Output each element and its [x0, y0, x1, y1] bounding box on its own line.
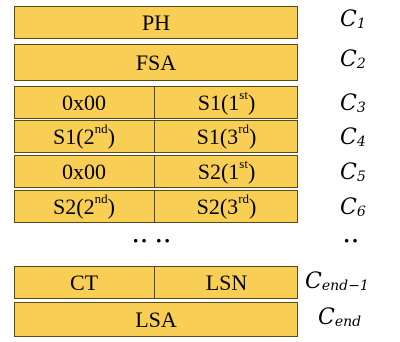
row-5-left: 0x00: [62, 158, 106, 184]
row-label-c-end: Cend: [318, 305, 362, 330]
block-ph: PH: [14, 6, 298, 39]
ellipsis-blocks: ·· ··: [132, 228, 172, 253]
block-lsa: LSA: [14, 302, 298, 337]
row-label-c5: C5: [340, 160, 366, 185]
row-label-c3: C3: [340, 91, 366, 116]
divider-row-6: [154, 190, 155, 223]
block-row-6: [14, 190, 298, 223]
row-label-c2: C2: [340, 47, 366, 72]
block-row-3: [14, 86, 298, 119]
block-ph-label: PH: [141, 9, 171, 35]
block-fsa: FSA: [14, 44, 298, 81]
row-label-c1: C1: [340, 7, 366, 32]
block-fsa-label: FSA: [135, 49, 177, 75]
row-4-right: S1(3 rd): [196, 120, 257, 149]
divider-row-3: [154, 86, 155, 119]
row-5-right: S2(1 st): [197, 155, 256, 184]
divider-ct-lsn: [154, 266, 155, 299]
row-label-c6: C6: [340, 195, 366, 220]
block-row-5: [14, 155, 298, 188]
row-label-c4: C4: [340, 125, 366, 150]
divider-row-5: [154, 155, 155, 188]
ellipsis-labels: ··: [343, 228, 360, 253]
block-row-4: [14, 120, 298, 153]
row-6-right: S2(3 rd): [196, 190, 257, 219]
divider-row-4: [154, 120, 155, 153]
block-lsn: LSN: [205, 269, 248, 295]
row-4-left: S1(2 nd): [53, 120, 115, 149]
block-lsa-label: LSA: [135, 306, 177, 332]
block-ct-lsn: [14, 266, 298, 299]
block-ct: CT: [69, 269, 99, 295]
row-label-c-end-minus-1: Cend−1: [305, 269, 369, 294]
row-3-right: S1(1 st): [197, 86, 256, 115]
row-3-left: 0x00: [62, 89, 106, 115]
row-6-left: S2(2 nd): [53, 190, 115, 219]
